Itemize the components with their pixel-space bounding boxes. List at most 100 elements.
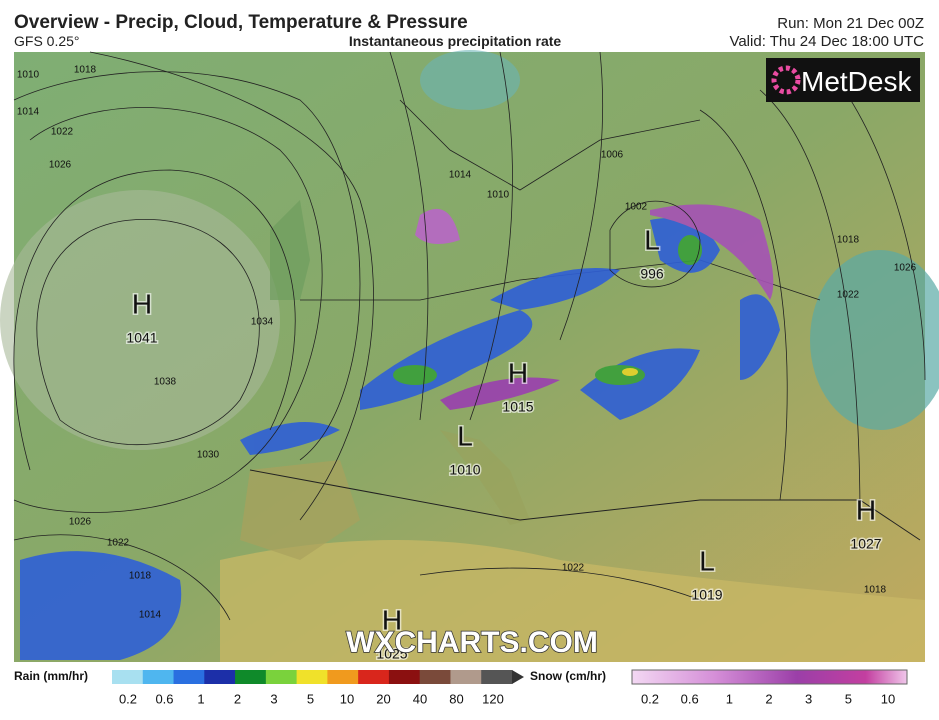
- legend: Rain (mm/hr) Snow (cm/hr) 0.2 0.6 1 2 3 5 10 2 0…: [0, 663, 939, 720]
- rain-tick: 80: [449, 691, 463, 706]
- logo-icon: [771, 65, 801, 95]
- isobar-label: 1030: [197, 450, 220, 461]
- color-swatch: [327, 670, 359, 684]
- run-time: Run: Mon 21 Dec 00Z: [777, 15, 924, 32]
- pressure-centers: H 1041 L 996 H 1015 L 1010 H 1027 L 1019 H 1025: [125, 223, 883, 663]
- rain-area: [740, 294, 780, 380]
- rain-legend-label: Rain (mm/hr): [14, 669, 88, 683]
- valid-time: Valid: Thu 24 Dec 18:00 UTC: [729, 33, 924, 50]
- rain-colorbar: [112, 670, 524, 684]
- isobar-label: 1018: [74, 65, 97, 76]
- pressure-center-type: H: [856, 494, 876, 525]
- pressure-center-value: 1041: [126, 330, 157, 346]
- coastline: [399, 99, 701, 191]
- pressure-center-type: L: [457, 420, 473, 451]
- heavy-rain: [393, 365, 437, 385]
- pressure-center-value: 1025: [376, 646, 407, 662]
- cloud-area: [0, 190, 280, 450]
- cold-area: [810, 250, 939, 430]
- subtitle: Instantaneous precipitation rate: [349, 33, 562, 49]
- isobar-label: 1034: [251, 317, 274, 328]
- heavy-rain: [678, 235, 702, 265]
- rain-tick: 0.6: [155, 691, 173, 706]
- rain-area: [580, 348, 700, 420]
- snow-tick: 2: [765, 691, 772, 706]
- isobar-label: 1014: [449, 170, 472, 181]
- isobar-label: 1014: [17, 107, 40, 118]
- color-swatch: [235, 670, 267, 684]
- pressure-center-value: 996: [640, 266, 664, 282]
- isobar-label: 1018: [864, 585, 887, 596]
- color-swatch: [481, 670, 513, 684]
- isobar-label: 1022: [562, 563, 585, 574]
- isobar-labels: 1010 1014 1018 1022 1026 1034 1038 1030 1026 1022…: [17, 65, 917, 621]
- pressure-center-type: H: [508, 357, 528, 388]
- pressure-center-type: L: [699, 545, 715, 576]
- color-swatch: [450, 670, 482, 684]
- model: GFS 0.25°: [14, 33, 80, 49]
- coastline: [300, 259, 821, 301]
- snow-tick: 3: [805, 691, 812, 706]
- rain-tick: 5: [307, 691, 314, 706]
- heavy-rain: [622, 368, 638, 376]
- snow-legend-label: Snow (cm/hr): [530, 669, 606, 683]
- isobar-label: 1022: [837, 290, 860, 301]
- color-swatch: [265, 670, 298, 684]
- heavy-rain: [595, 365, 645, 385]
- snow-area: [650, 204, 774, 300]
- rain-area: [490, 268, 620, 310]
- isobars: [13, 51, 926, 621]
- color-swatch: [112, 670, 144, 684]
- isobar-label: 1022: [107, 538, 130, 549]
- snow-colorbar: [631, 669, 908, 685]
- snow-tick: 0.2: [641, 691, 659, 706]
- isobar-label: 1038: [154, 377, 177, 388]
- snow-area: [440, 377, 560, 410]
- rain-tick: 1: [197, 691, 204, 706]
- isobar-label: 1018: [837, 235, 860, 246]
- snow-tick: 10: [881, 691, 895, 706]
- rain-tick: 2: [234, 691, 241, 706]
- color-swatch: [358, 670, 390, 684]
- cold-area: [420, 50, 520, 110]
- logo-box: [766, 58, 920, 102]
- rain-tick: 40: [413, 691, 427, 706]
- land-italy: [440, 430, 530, 525]
- pressure-center-value: 1015: [502, 399, 533, 415]
- color-swatch: [296, 670, 328, 684]
- color-swatch: [419, 670, 451, 684]
- rain-tick: 0.2: [119, 691, 137, 706]
- watermark: WXCHARTS.COM: [346, 626, 598, 659]
- land-britain: [270, 200, 310, 300]
- color-swatch: [173, 670, 205, 684]
- snow-tick: 1: [726, 691, 733, 706]
- pressure-center-value: 1010: [449, 462, 480, 478]
- legend-ticks: 0.2 0.6 1 2 3 5 10 20 40 80 120 0.2 0.6 1 2 3 5 10: [119, 691, 895, 706]
- isobar-label: 1022: [51, 127, 74, 138]
- rain-area: [240, 422, 340, 455]
- isobar-label: 1010: [487, 190, 510, 201]
- isobar-label: 1026: [894, 263, 917, 274]
- coastline: [249, 469, 921, 541]
- pressure-center-type: H: [132, 288, 152, 319]
- logo-text: MetDesk: [801, 66, 912, 97]
- isobar-label: 1014: [139, 610, 162, 621]
- pressure-center-type: H: [382, 604, 402, 635]
- title: Overview - Precip, Cloud, Temperature & …: [14, 12, 468, 33]
- color-swatch: [204, 670, 236, 684]
- rain-tick: 3: [270, 691, 277, 706]
- rain-area: [360, 310, 533, 410]
- colorbar-arrow: [512, 670, 524, 684]
- isobar-label: 1026: [69, 517, 92, 528]
- color-swatch: [142, 670, 175, 684]
- snow-tick: 5: [845, 691, 852, 706]
- color-swatch: [388, 670, 421, 684]
- rain-area: [20, 551, 182, 660]
- snow-tick: 0.6: [681, 691, 699, 706]
- logo: MetDesk: [766, 58, 920, 102]
- pressure-center-value: 1019: [691, 587, 722, 603]
- rain-tick: 10: [340, 691, 354, 706]
- desert-area: [220, 540, 925, 662]
